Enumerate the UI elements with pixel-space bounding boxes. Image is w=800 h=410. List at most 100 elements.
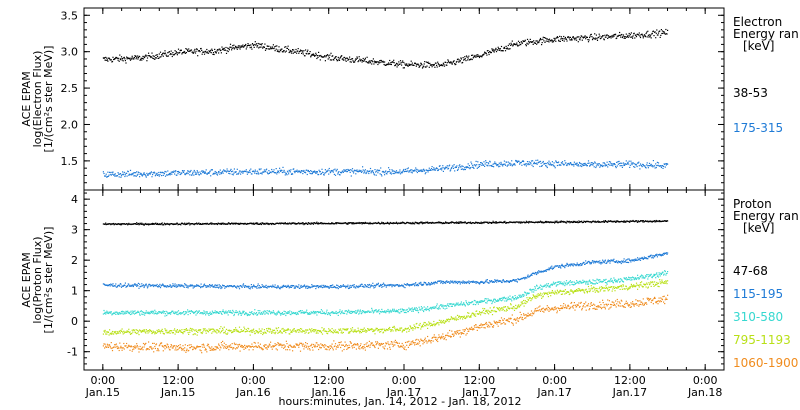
data-point — [245, 223, 247, 225]
data-point — [473, 56, 475, 58]
data-point — [526, 277, 528, 279]
data-point — [545, 40, 547, 42]
data-point — [400, 62, 402, 64]
data-point — [441, 281, 443, 283]
data-point — [328, 167, 330, 170]
data-point — [346, 222, 348, 224]
data-point — [659, 30, 661, 32]
data-point — [420, 283, 422, 285]
data-point — [296, 311, 298, 314]
data-point — [169, 53, 171, 56]
data-point — [132, 284, 134, 286]
data-point — [622, 221, 625, 223]
data-point — [172, 52, 174, 54]
data-point — [146, 312, 149, 314]
data-point — [220, 223, 222, 225]
data-point — [369, 167, 372, 170]
data-point — [594, 220, 596, 222]
data-point — [607, 260, 609, 262]
data-point — [197, 284, 199, 287]
data-point — [503, 221, 505, 223]
data-point — [314, 311, 316, 313]
data-point — [263, 223, 265, 225]
data-point — [121, 312, 123, 314]
data-point — [615, 261, 617, 263]
data-point — [513, 43, 515, 45]
data-point — [135, 58, 137, 60]
data-point — [197, 311, 199, 313]
data-point — [542, 38, 544, 40]
data-point — [307, 223, 309, 225]
data-point — [578, 263, 581, 265]
data-point — [259, 310, 261, 312]
data-point — [645, 32, 647, 35]
data-point — [284, 222, 286, 224]
data-point — [183, 311, 185, 313]
data-point — [363, 172, 365, 174]
data-point — [646, 257, 648, 260]
data-point — [102, 313, 104, 315]
data-point — [506, 47, 508, 49]
data-point — [329, 285, 331, 287]
legend-entry: 38-53 — [733, 86, 768, 100]
data-point — [206, 51, 208, 53]
data-point — [558, 40, 560, 42]
data-point — [598, 36, 600, 38]
data-point — [504, 47, 506, 49]
data-point — [641, 165, 643, 167]
data-point — [139, 59, 141, 61]
data-point — [455, 63, 457, 65]
data-point — [236, 47, 238, 49]
data-point — [479, 282, 481, 284]
data-point — [654, 255, 656, 257]
data-point — [190, 310, 193, 312]
data-point — [141, 222, 143, 224]
data-point — [440, 64, 442, 67]
data-point — [322, 286, 324, 288]
data-point — [246, 314, 248, 317]
data-point — [309, 172, 311, 174]
data-point — [428, 169, 430, 171]
data-point — [537, 159, 539, 161]
data-point — [171, 310, 173, 312]
data-point — [644, 36, 647, 38]
data-point — [561, 263, 563, 265]
data-point — [423, 283, 425, 285]
data-point — [384, 174, 386, 176]
data-point — [388, 312, 390, 314]
data-point — [349, 284, 351, 287]
data-point — [425, 307, 427, 309]
data-point — [227, 314, 229, 316]
data-point — [563, 221, 565, 223]
data-point — [391, 310, 393, 312]
data-point — [481, 55, 483, 57]
data-point — [180, 285, 182, 287]
data-point — [221, 313, 223, 315]
data-point — [135, 223, 137, 225]
data-point — [249, 171, 251, 173]
data-point — [548, 41, 550, 43]
data-point — [120, 224, 123, 226]
data-point — [488, 53, 490, 56]
data-point — [590, 162, 592, 164]
data-point — [373, 287, 375, 289]
data-point — [663, 252, 665, 254]
data-point — [541, 42, 543, 44]
data-point — [104, 59, 106, 61]
data-point — [450, 280, 452, 282]
data-point — [327, 58, 329, 60]
data-point — [380, 311, 382, 313]
data-point — [442, 165, 444, 167]
data-point — [119, 173, 121, 175]
data-point — [460, 221, 462, 223]
data-point — [384, 171, 386, 173]
data-point — [331, 286, 333, 289]
data-point — [351, 310, 353, 312]
data-point — [596, 38, 598, 40]
data-point — [385, 284, 387, 286]
data-point — [250, 312, 252, 314]
data-point — [534, 273, 536, 275]
data-point — [258, 287, 260, 289]
data-point — [154, 284, 156, 286]
data-point — [351, 58, 354, 60]
